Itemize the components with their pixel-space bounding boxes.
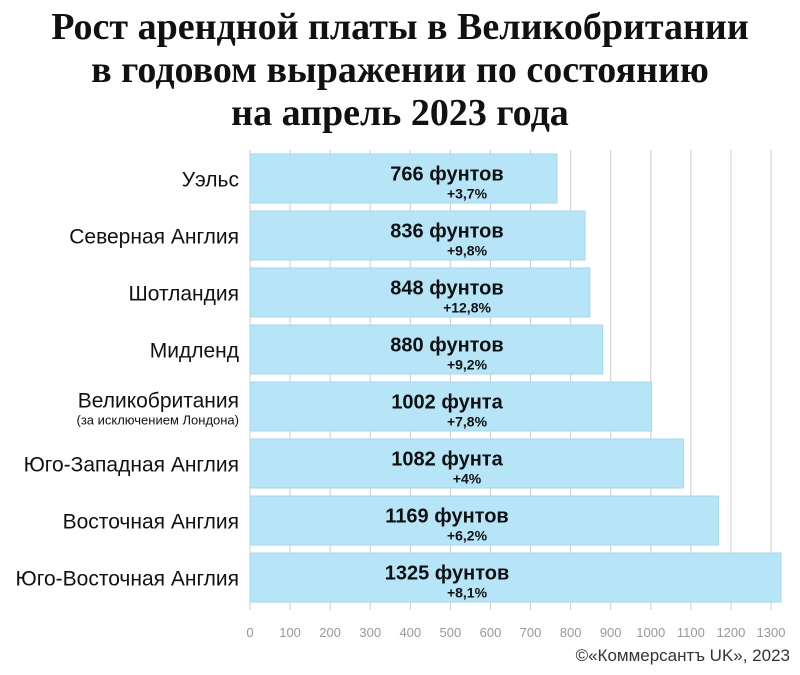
bar: [249, 495, 719, 546]
category-label: Мидленд: [150, 340, 239, 363]
value-label: 1169 фунтов: [385, 506, 508, 528]
title-line-2: в годовом выражении по состоянию: [91, 49, 709, 91]
x-tick-label: 0: [246, 625, 253, 640]
x-tick-label: 800: [560, 625, 582, 640]
credit-text: ©«Коммерсантъ UK», 2023: [575, 646, 790, 665]
bar: [249, 381, 653, 432]
value-label: 848 фунтов: [390, 278, 503, 300]
change-label: +3,7%: [447, 186, 488, 202]
category-label: Уэльс: [182, 169, 239, 192]
x-tick-label: 600: [480, 625, 502, 640]
title-line-1: Рост арендной платы в Великобритании: [51, 6, 749, 48]
change-label: +7,8%: [447, 414, 488, 430]
change-label: +8,1%: [447, 585, 488, 601]
value-label: 836 фунтов: [390, 221, 503, 243]
x-tick-label: 200: [319, 625, 341, 640]
bar: [249, 438, 685, 489]
x-tick-label: 400: [399, 625, 421, 640]
change-label: +9,2%: [447, 357, 488, 373]
change-label: +12,8%: [443, 300, 491, 316]
category-note: (за исключением Лондона): [77, 413, 240, 428]
category-label: Великобритания: [78, 390, 239, 413]
bar: [249, 267, 591, 318]
bar: [249, 552, 782, 603]
category-label: Шотландия: [128, 283, 239, 306]
x-tick-label: 700: [520, 625, 542, 640]
x-tick-label: 300: [359, 625, 381, 640]
change-label: +9,8%: [447, 243, 488, 259]
value-label: 1002 фунта: [391, 392, 503, 414]
change-label: +6,2%: [447, 528, 488, 544]
category-label: Северная Англия: [69, 226, 239, 249]
change-label: +4%: [453, 471, 482, 487]
value-label: 1325 фунтов: [385, 563, 510, 585]
x-tick-label: 500: [440, 625, 462, 640]
bar: [249, 324, 604, 375]
x-tick-label: 1300: [757, 625, 786, 640]
value-label: 880 фунтов: [390, 335, 503, 357]
x-tick-label: 1000: [636, 625, 665, 640]
chart-title: Рост арендной платы в Великобритании в г…: [0, 6, 800, 135]
x-tick-label: 900: [600, 625, 622, 640]
x-tick-label: 1100: [677, 625, 705, 640]
value-label: 1082 фунта: [391, 449, 503, 471]
value-label: 766 фунтов: [390, 164, 503, 186]
title-line-3: на апрель 2023 года: [231, 92, 569, 134]
x-tick-label: 100: [279, 625, 301, 640]
category-label: Юго-Западная Англия: [24, 454, 239, 477]
bar: [249, 153, 558, 204]
x-tick-label: 1200: [716, 625, 745, 640]
category-label: Восточная Англия: [63, 511, 239, 534]
bar: [249, 210, 586, 261]
category-label: Юго-Восточная Англия: [16, 568, 239, 591]
